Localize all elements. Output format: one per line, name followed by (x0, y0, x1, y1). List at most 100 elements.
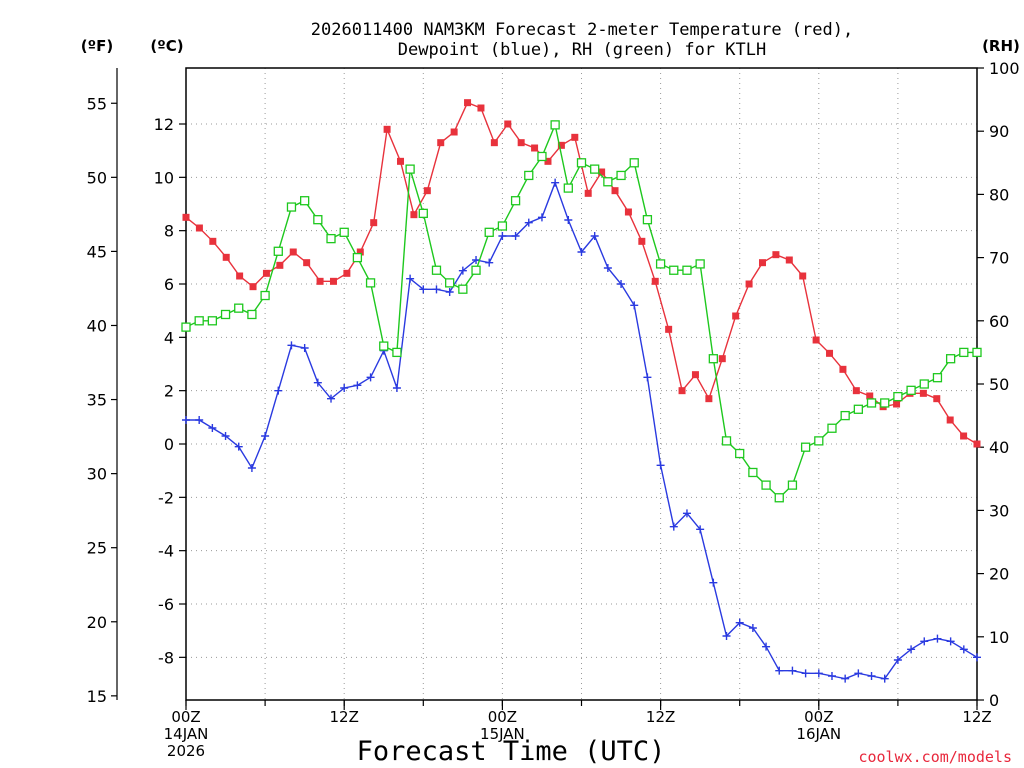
fahrenheit-tick-label: 20 (87, 613, 107, 632)
data-point (678, 387, 686, 395)
series-rh (181, 120, 982, 503)
data-point (458, 284, 468, 294)
rh-tick-label: 40 (989, 438, 1009, 457)
data-point (611, 187, 619, 195)
data-point (643, 373, 652, 382)
data-point (801, 669, 810, 678)
data-point (379, 341, 389, 351)
fahrenheit-tick-label: 40 (87, 316, 107, 335)
data-point (718, 355, 726, 363)
celsius-tick-label: 12 (154, 115, 174, 134)
data-point (431, 265, 442, 275)
data-point (973, 653, 981, 662)
data-point (299, 196, 310, 206)
axes: 15 20 25 30 35 40 45 50 55 -8 -6 -4 -2 0 2 4 6 8 10 12 0 10 20… (87, 59, 1020, 760)
data-point (732, 312, 740, 320)
data-point (854, 669, 863, 678)
rh-tick-label: 0 (989, 691, 999, 710)
data-point (437, 139, 445, 147)
data-point (445, 278, 455, 288)
data-point (761, 480, 771, 490)
data-point (406, 274, 415, 283)
celsius-tick-label: -2 (158, 488, 174, 507)
data-point (504, 120, 512, 128)
data-point (691, 371, 699, 379)
data-point (721, 436, 732, 446)
x-tick-label: 12Z (330, 708, 359, 726)
data-point (814, 436, 824, 446)
series-line (185, 122, 977, 499)
rh-tick-label: 30 (989, 501, 1009, 520)
fahrenheit-tick-label: 25 (87, 539, 107, 558)
data-point (247, 464, 256, 472)
data-point (510, 196, 521, 206)
data-point (893, 400, 901, 408)
data-point (313, 215, 323, 225)
data-point (410, 211, 418, 219)
data-point (262, 269, 270, 277)
data-point (748, 624, 757, 632)
data-point (423, 187, 431, 195)
data-point (624, 208, 632, 216)
data-point (544, 157, 552, 165)
data-point (340, 384, 349, 392)
rh-tick-label: 60 (989, 312, 1009, 331)
data-point (656, 461, 665, 470)
celsius-tick-label: -6 (158, 595, 174, 614)
fahrenheit-tick-label: 50 (87, 168, 107, 187)
data-point (181, 322, 191, 332)
data-point (800, 442, 811, 452)
fahrenheit-tick-label: 55 (87, 94, 107, 113)
data-point (524, 218, 533, 227)
series-dewpoint (182, 178, 981, 683)
x-tick-label: 2026 (167, 742, 205, 760)
data-point (852, 387, 860, 395)
rh-tick-label: 50 (989, 375, 1009, 394)
fahrenheit-tick-label: 15 (87, 687, 107, 706)
series-layer (181, 99, 982, 683)
data-point (490, 139, 498, 147)
data-point (464, 99, 472, 107)
data-point (906, 385, 916, 395)
data-point (247, 309, 257, 320)
data-point (584, 189, 592, 197)
data-point (274, 386, 283, 395)
data-point (576, 158, 587, 168)
data-point (799, 272, 807, 280)
data-point (370, 219, 378, 227)
data-point (959, 645, 968, 654)
data-point (960, 432, 968, 440)
data-point (642, 215, 653, 225)
data-point (814, 669, 823, 678)
data-point (397, 157, 405, 165)
data-point (907, 645, 916, 654)
data-point (286, 202, 297, 212)
data-point (841, 674, 850, 683)
rh-axis-label: (RH) (982, 37, 1020, 55)
data-point (638, 237, 646, 245)
data-point (563, 183, 573, 193)
data-point (194, 316, 204, 326)
data-point (880, 398, 890, 408)
data-point (826, 349, 834, 357)
data-point (445, 288, 454, 296)
data-point (352, 252, 363, 263)
data-point (220, 309, 231, 320)
data-point (208, 424, 217, 432)
data-point (450, 128, 458, 136)
series-2-meter-temperature (182, 99, 981, 448)
data-point (682, 509, 691, 518)
data-point (577, 248, 586, 256)
data-point (785, 256, 793, 264)
data-point (933, 395, 941, 403)
rh-tick-label: 70 (989, 249, 1009, 268)
data-point (419, 285, 428, 294)
data-point (669, 265, 679, 275)
data-point (932, 373, 943, 383)
data-point (735, 618, 744, 627)
data-point (316, 277, 324, 285)
fahrenheit-axis-label: (ºF) (81, 37, 113, 55)
data-point (276, 261, 284, 269)
x-axis-title: Forecast Time (UTC) (357, 736, 666, 767)
data-point (392, 384, 401, 392)
